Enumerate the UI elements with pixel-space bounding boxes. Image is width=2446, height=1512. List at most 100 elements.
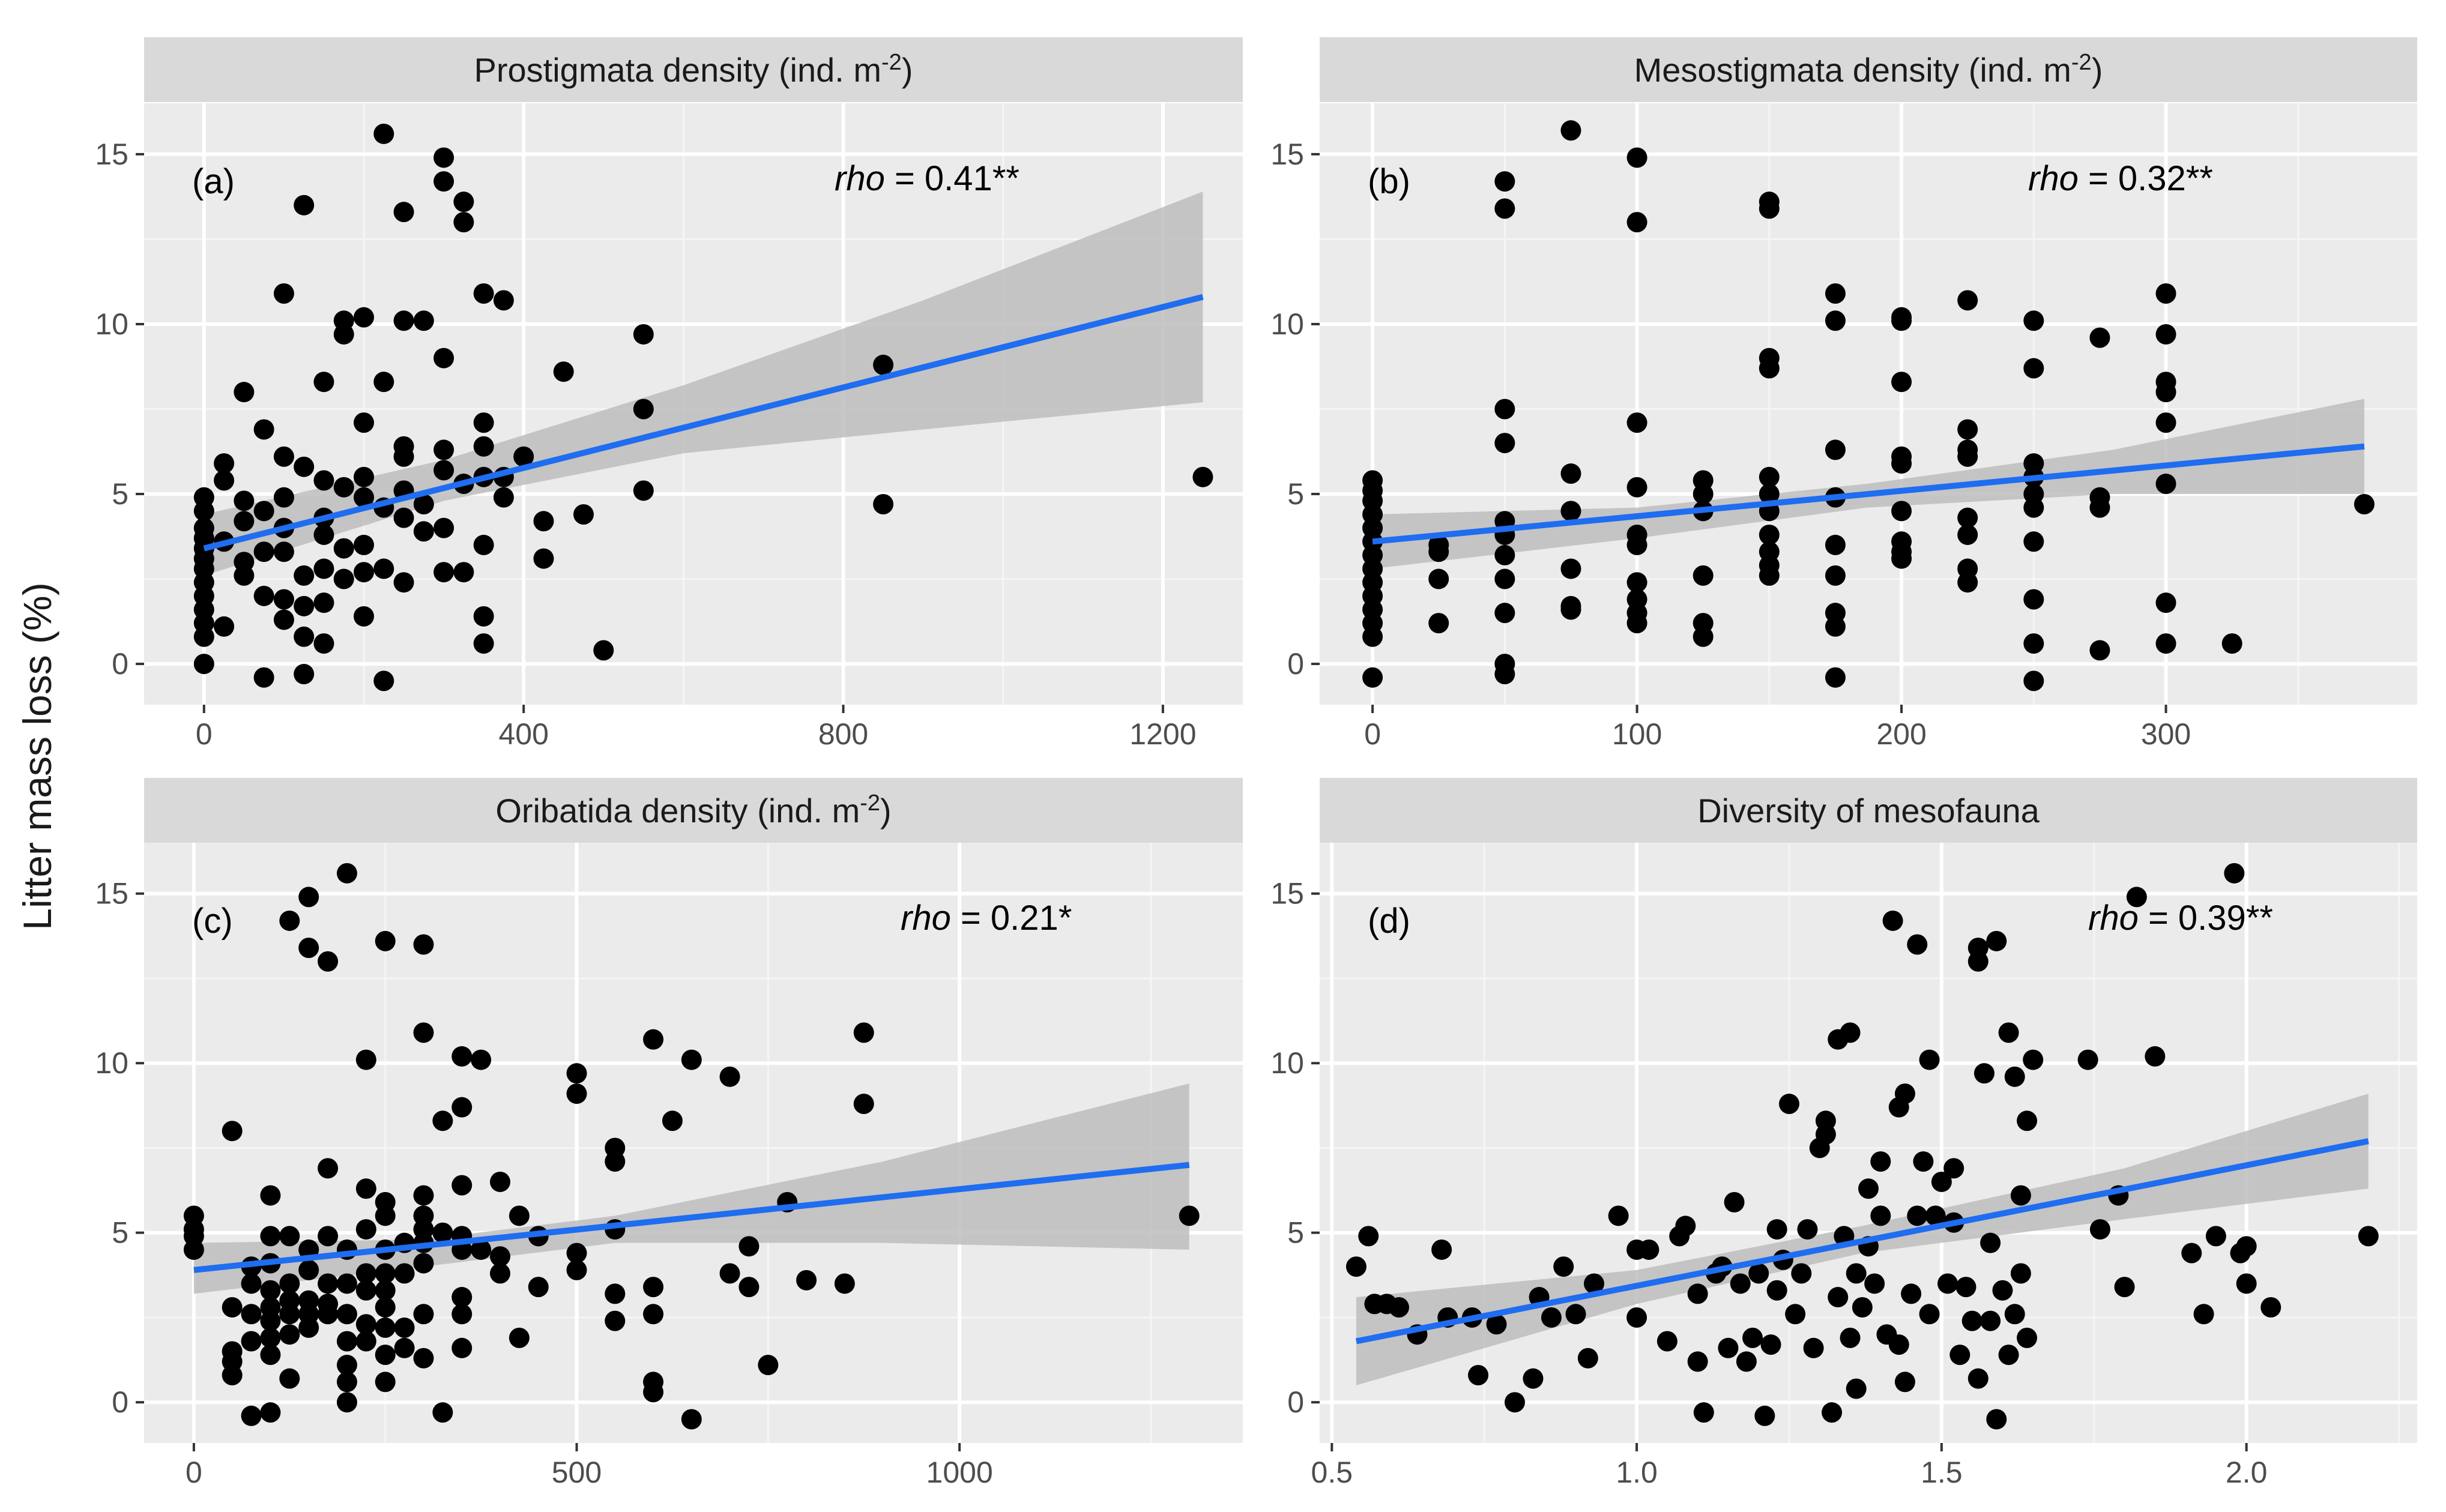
data-point — [393, 572, 414, 593]
data-point — [1815, 1124, 1836, 1145]
data-point — [318, 951, 339, 972]
data-point — [2126, 887, 2147, 908]
data-point — [354, 487, 374, 508]
data-point — [1828, 1287, 1849, 1308]
data-point — [1907, 1205, 1928, 1226]
data-point — [336, 863, 357, 884]
data-point — [1973, 1063, 1995, 1084]
data-point — [375, 1280, 396, 1301]
data-point — [222, 1121, 243, 1142]
data-point — [294, 456, 315, 477]
y-tick-label: 15 — [95, 137, 128, 171]
data-point — [214, 470, 235, 491]
data-point — [1179, 1205, 1200, 1226]
data-point — [1362, 667, 1383, 688]
data-point — [1955, 1277, 1976, 1298]
data-point — [1825, 565, 1846, 586]
plot-background — [1320, 103, 2417, 705]
data-point — [528, 1277, 549, 1298]
data-point — [413, 1253, 434, 1274]
strip-title: Mesostigmata density (ind. m-2) — [1634, 50, 2103, 89]
y-tick-label: 0 — [112, 1385, 128, 1419]
data-point — [279, 1324, 300, 1345]
data-point — [1730, 1273, 1751, 1294]
y-tick-label: 15 — [95, 877, 128, 911]
data-point — [333, 477, 354, 498]
data-point — [336, 1392, 357, 1413]
data-point — [273, 589, 294, 610]
data-point — [1980, 1310, 2001, 1331]
data-point — [355, 1280, 376, 1301]
data-point — [633, 480, 654, 501]
data-point — [1957, 290, 1978, 311]
data-point — [1778, 1094, 1799, 1115]
data-point — [193, 517, 214, 538]
data-point — [375, 1372, 396, 1393]
data-point — [1943, 1158, 1964, 1179]
data-point — [719, 1263, 740, 1284]
data-point — [473, 534, 494, 555]
data-point — [355, 1219, 376, 1240]
data-point — [1687, 1283, 1708, 1304]
data-point — [298, 1317, 319, 1338]
data-point — [1626, 477, 1647, 498]
data-point — [1852, 1297, 1873, 1318]
data-point — [738, 1277, 759, 1298]
data-point — [1693, 626, 1714, 647]
data-point — [432, 1402, 453, 1423]
data-point — [493, 487, 514, 508]
data-point — [1894, 1372, 1915, 1393]
data-point — [453, 191, 474, 212]
data-point — [2089, 327, 2110, 348]
y-tick-label: 15 — [1270, 877, 1304, 911]
data-point — [298, 887, 319, 908]
data-point — [1494, 664, 1515, 685]
data-point — [1967, 1368, 1989, 1389]
data-point — [1541, 1307, 1562, 1328]
data-point — [1693, 1402, 1714, 1423]
y-tick-label: 10 — [95, 1046, 128, 1080]
data-point — [1494, 399, 1515, 420]
data-point — [393, 202, 414, 223]
plot-area — [144, 103, 1243, 705]
data-point — [1759, 358, 1780, 379]
data-point — [432, 1110, 453, 1131]
data-point — [260, 1345, 281, 1366]
data-point — [253, 667, 274, 688]
data-point — [222, 1297, 243, 1318]
data-point — [451, 1337, 473, 1358]
data-point — [489, 1246, 510, 1267]
y-tick-label: 5 — [1287, 477, 1304, 511]
panel-tag: (c) — [192, 902, 233, 941]
data-point — [2023, 1049, 2044, 1070]
data-point — [1759, 466, 1780, 487]
data-point — [1825, 667, 1846, 688]
data-point — [241, 1405, 262, 1426]
data-point — [566, 1083, 587, 1104]
strip-title: Diversity of mesofauna — [1697, 792, 2040, 830]
data-point — [318, 1226, 339, 1247]
regression-line — [193, 1161, 1190, 1273]
data-point — [1797, 1219, 1818, 1240]
data-point — [2221, 633, 2242, 654]
data-point — [413, 1185, 434, 1206]
data-point — [1986, 1409, 2007, 1430]
data-point — [1858, 1178, 1879, 1199]
data-point — [1494, 603, 1515, 624]
data-point — [375, 1317, 396, 1338]
data-point — [354, 307, 374, 328]
data-point — [1431, 1239, 1452, 1260]
confidence-band — [204, 191, 1203, 576]
data-point — [1754, 1405, 1775, 1426]
x-tick-label: 1200 — [1129, 717, 1196, 751]
data-point — [1919, 1049, 1940, 1070]
data-point — [1428, 568, 1449, 589]
data-point — [313, 592, 334, 613]
x-tick-label: 0 — [186, 1456, 202, 1489]
data-point — [279, 910, 300, 931]
data-point — [354, 534, 374, 555]
data-point — [2260, 1297, 2281, 1318]
panel-d: Diversity of mesofauna (d) rho = 0.39** 0 5 1… — [1270, 778, 2417, 1489]
data-point — [2010, 1185, 2031, 1206]
data-point — [2023, 497, 2044, 518]
